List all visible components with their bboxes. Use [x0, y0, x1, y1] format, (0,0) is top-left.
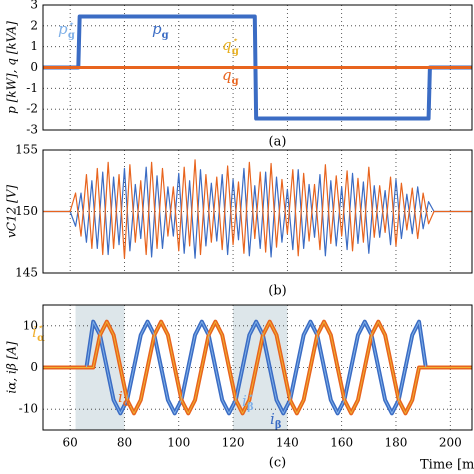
y-tick-label: -2	[26, 102, 38, 116]
label-sub: g	[232, 76, 239, 87]
series-label: q⋆ g	[222, 35, 239, 57]
label-sub: α	[123, 398, 131, 409]
x-tick-label: 180	[385, 436, 408, 450]
label-sub: g	[68, 30, 75, 41]
plot-lines	[43, 14, 472, 121]
series-line	[43, 159, 472, 259]
series-label: qg	[222, 66, 239, 87]
label-sup: ⋆	[68, 19, 74, 30]
label-name: i	[118, 388, 123, 406]
series-line	[43, 321, 472, 414]
y-tick-label: 155	[15, 143, 38, 157]
series-line	[43, 321, 472, 414]
x-tick-label: 140	[276, 436, 299, 450]
x-tick-label: 160	[330, 436, 353, 450]
y-tick-label: -3	[26, 123, 38, 137]
plot-frame	[42, 304, 473, 431]
y-tick-label: 1	[30, 39, 38, 53]
label-name: i	[242, 392, 247, 410]
x-tick-label: 80	[117, 436, 132, 450]
y-tick-label: 2	[30, 18, 38, 32]
y-axis-label: vC12 [V]	[5, 185, 19, 238]
y-tick-label: -10	[19, 402, 38, 416]
plot-lines	[43, 159, 472, 259]
y-tick-label: 0	[30, 360, 38, 374]
x-tick-label: 200	[439, 436, 462, 450]
y-axis-label: iα, iβ [A]	[5, 341, 19, 394]
label-sup: ⋆	[247, 391, 253, 402]
y-tick-label: 150	[15, 204, 38, 218]
label-sup: ⋆	[232, 35, 238, 46]
y-tick-label: 145	[15, 266, 38, 280]
label-name: p	[152, 20, 162, 38]
label-sub: β	[275, 420, 282, 431]
panel-caption: (c)	[269, 456, 286, 471]
y-tick-label: 10	[23, 318, 38, 332]
series-label: pg	[152, 20, 169, 41]
plot-lines	[43, 319, 472, 416]
x-axis-label: Time [ms]	[420, 458, 474, 473]
panel-caption: (b)	[268, 284, 286, 299]
label-sub: g	[162, 30, 169, 41]
x-tick-label: 100	[167, 436, 190, 450]
label-name: i	[270, 410, 275, 428]
label-sup: ⋆	[37, 322, 43, 333]
panel-caption: (a)	[269, 135, 287, 150]
label-name: i	[32, 323, 37, 341]
plot-frame	[42, 4, 473, 131]
label-name: q	[222, 66, 232, 84]
y-tick-label: -1	[26, 81, 38, 95]
y-axis-label: p [kW], q [kVA]	[5, 21, 19, 114]
plot-frame	[42, 149, 473, 274]
y-tick-label: 3	[30, 0, 38, 12]
label-sub: g	[232, 46, 239, 57]
series-label: i⋆ α	[32, 322, 45, 344]
series-label: i⋆ β	[242, 391, 254, 413]
label-sub: β	[247, 402, 254, 413]
label-name: p	[58, 20, 68, 38]
y-tick-label: 0	[30, 60, 38, 74]
x-tick-label: 120	[222, 436, 245, 450]
label-name: q	[222, 36, 232, 54]
series-label: iβ	[270, 410, 282, 431]
series-label: p⋆ g	[58, 19, 75, 41]
x-tick-label: 60	[63, 436, 78, 450]
series-label: iα	[118, 388, 131, 409]
label-sub: α	[37, 333, 45, 344]
